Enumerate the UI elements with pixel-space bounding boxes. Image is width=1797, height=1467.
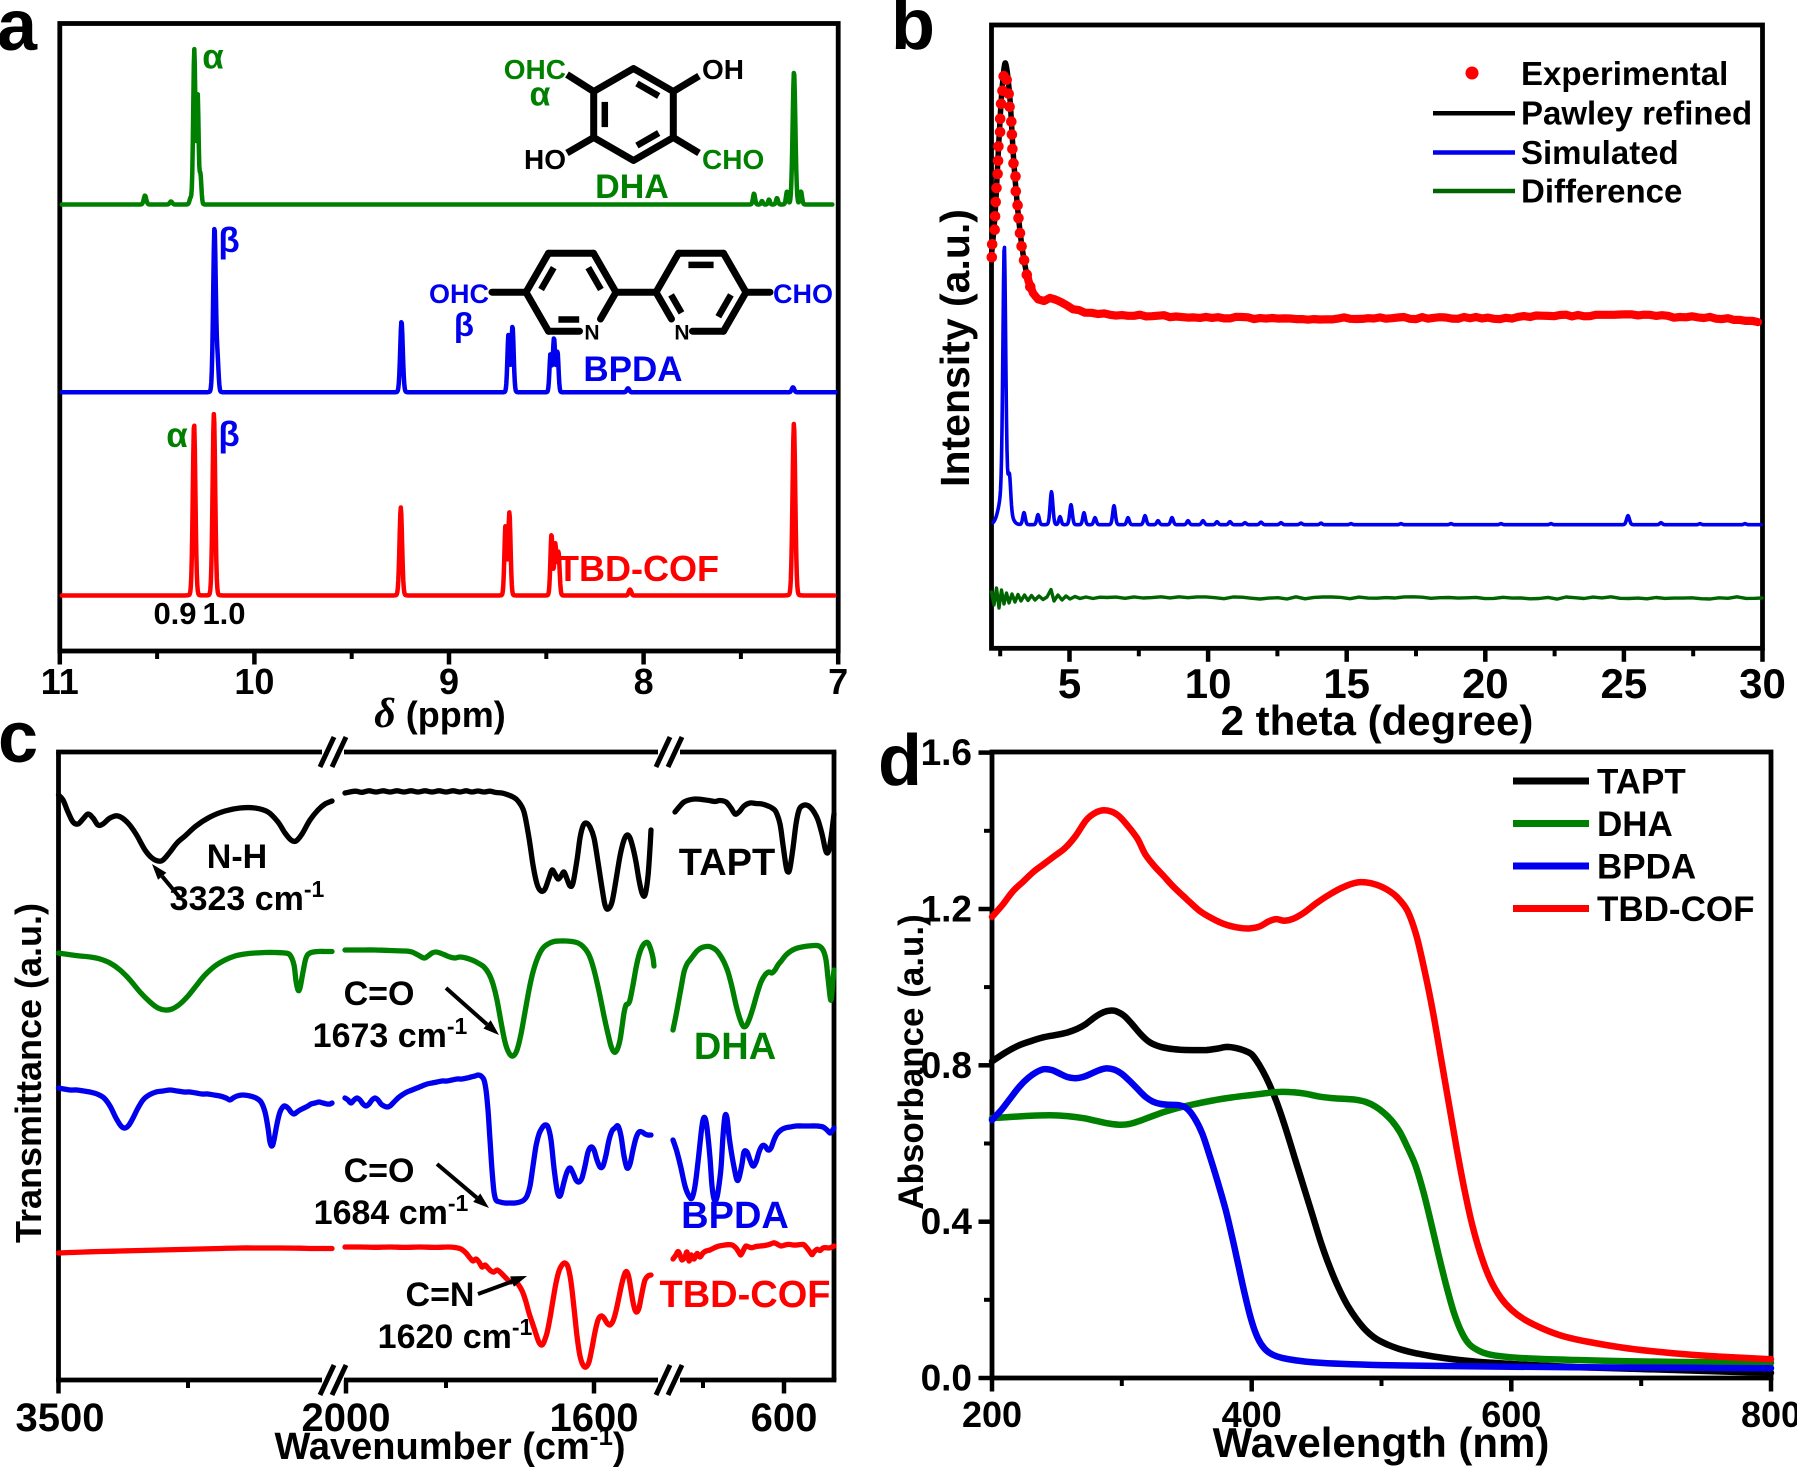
- svg-text:C=O: C=O: [344, 1152, 415, 1190]
- svg-text:α: α: [202, 38, 224, 77]
- svg-text:BPDA: BPDA: [1597, 848, 1696, 887]
- svg-text:TAPT: TAPT: [679, 842, 775, 884]
- svg-text:15: 15: [1323, 660, 1370, 707]
- svg-text:C=N: C=N: [406, 1276, 475, 1314]
- svg-text:a: a: [0, 0, 38, 66]
- svg-text:b: b: [891, 0, 935, 65]
- svg-text:3323 cm-1: 3323 cm-1: [170, 876, 325, 918]
- svg-text:30: 30: [1739, 660, 1786, 707]
- svg-text:N: N: [674, 322, 689, 345]
- svg-text:N: N: [584, 322, 599, 345]
- svg-text:0.9: 0.9: [153, 596, 196, 631]
- svg-text:2 theta (degree): 2 theta (degree): [1221, 697, 1534, 744]
- svg-text:δ (ppm): δ (ppm): [374, 691, 505, 737]
- svg-text:Simulated: Simulated: [1521, 134, 1679, 171]
- svg-text:Pawley refined: Pawley refined: [1521, 95, 1752, 132]
- svg-text:3500: 3500: [16, 1396, 105, 1440]
- svg-text:2000: 2000: [302, 1396, 391, 1440]
- svg-text:11: 11: [41, 661, 79, 702]
- svg-text:DHA: DHA: [1597, 805, 1673, 844]
- svg-text:Transmittance (a.u.): Transmittance (a.u.): [8, 903, 49, 1243]
- svg-text:0.8: 0.8: [921, 1045, 972, 1086]
- svg-text:600: 600: [751, 1396, 818, 1440]
- svg-text:OH: OH: [702, 54, 744, 85]
- svg-text:Absorbance (a.u.): Absorbance (a.u.): [892, 914, 931, 1210]
- svg-text:1.0: 1.0: [202, 596, 245, 631]
- svg-text:DHA: DHA: [694, 1026, 776, 1068]
- svg-text:Intensity (a.u.): Intensity (a.u.): [932, 209, 978, 487]
- svg-text:N-H: N-H: [207, 838, 267, 876]
- svg-text:10: 10: [234, 661, 274, 702]
- svg-text:9: 9: [439, 661, 459, 702]
- svg-text:25: 25: [1601, 660, 1648, 707]
- svg-text:TAPT: TAPT: [1597, 763, 1686, 802]
- svg-text:c: c: [0, 698, 38, 778]
- svg-text:Wavelength (nm): Wavelength (nm): [1213, 1419, 1550, 1466]
- svg-text:BPDA: BPDA: [681, 1195, 789, 1237]
- svg-text:1.6: 1.6: [921, 732, 972, 773]
- svg-text:800: 800: [1741, 1394, 1797, 1435]
- svg-text:Wavenumber (cm-1): Wavenumber (cm-1): [274, 1421, 625, 1467]
- svg-text:β: β: [218, 415, 239, 454]
- svg-text:OHC: OHC: [504, 54, 566, 85]
- svg-text:β: β: [454, 306, 474, 343]
- svg-text:HO: HO: [524, 144, 566, 175]
- svg-text:Difference: Difference: [1521, 173, 1682, 210]
- svg-text:TBD-COF: TBD-COF: [1597, 890, 1754, 929]
- svg-text:DHA: DHA: [595, 168, 669, 206]
- svg-text:β: β: [218, 221, 239, 260]
- svg-text:8: 8: [634, 661, 654, 702]
- svg-text:TBD-COF: TBD-COF: [660, 1274, 831, 1316]
- svg-text:0.0: 0.0: [921, 1358, 972, 1399]
- svg-text:C=O: C=O: [344, 975, 415, 1013]
- svg-text:d: d: [878, 721, 922, 801]
- svg-text:10: 10: [1185, 660, 1232, 707]
- svg-text:Experimental: Experimental: [1521, 55, 1728, 92]
- svg-text:200: 200: [962, 1394, 1022, 1435]
- svg-text:1684 cm-1: 1684 cm-1: [314, 1190, 469, 1232]
- svg-text:1673 cm-1: 1673 cm-1: [313, 1013, 468, 1055]
- svg-text:α: α: [166, 416, 188, 455]
- svg-text:400: 400: [1222, 1394, 1282, 1435]
- svg-text:5: 5: [1058, 660, 1081, 707]
- svg-text:600: 600: [1481, 1394, 1541, 1435]
- svg-text:1.2: 1.2: [921, 889, 972, 930]
- svg-text:1600: 1600: [550, 1396, 639, 1440]
- svg-text:20: 20: [1462, 660, 1509, 707]
- svg-text:TBD-COF: TBD-COF: [557, 548, 719, 589]
- svg-text:BPDA: BPDA: [583, 350, 682, 389]
- svg-text:CHO: CHO: [773, 279, 833, 309]
- svg-text:CHO: CHO: [702, 144, 764, 175]
- svg-text:1620 cm-1: 1620 cm-1: [378, 1314, 533, 1356]
- svg-text:OHC: OHC: [429, 279, 489, 309]
- svg-text:7: 7: [828, 661, 848, 702]
- svg-text:α: α: [530, 76, 551, 114]
- svg-text:0.4: 0.4: [921, 1201, 973, 1242]
